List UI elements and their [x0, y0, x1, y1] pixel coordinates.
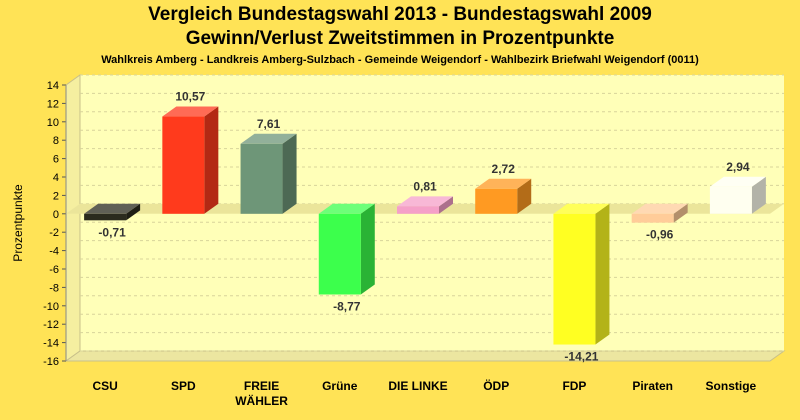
bar-top [709, 176, 766, 187]
y-tick-label: -12 [43, 319, 59, 331]
y-tick-label: -2 [49, 227, 59, 239]
y-tick-label: -8 [49, 282, 59, 294]
x-tick-label: Sonstige [706, 379, 757, 393]
y-tick-label: 12 [47, 98, 59, 110]
bar-top [240, 133, 297, 144]
bar-front [162, 116, 205, 214]
x-tick-label: ÖDP [483, 378, 509, 393]
chart-title: Vergleich Bundestagswahl 2013 - Bundesta… [148, 4, 652, 25]
x-tick-label: Piraten [632, 379, 673, 393]
data-label: -14,21 [564, 350, 598, 364]
bar-side [360, 203, 375, 295]
bar-top [84, 203, 141, 214]
bar-side [204, 106, 219, 214]
chart-caption: Wahlkreis Amberg - Landkreis Amberg-Sulz… [101, 54, 699, 66]
x-tick-label: WÄHLER [235, 393, 288, 408]
bar-top [475, 178, 532, 189]
data-label: 2,72 [492, 162, 516, 176]
y-tick-label: 2 [53, 190, 59, 202]
x-tick-label: FREIE [244, 379, 279, 393]
bar-front [84, 213, 127, 221]
bar-top [397, 196, 453, 207]
bar-side [126, 203, 141, 221]
y-tick-label: -16 [43, 356, 59, 368]
bar-front [397, 206, 439, 214]
floor [64, 350, 786, 362]
bar-9 [709, 176, 766, 214]
bar-side [439, 196, 453, 214]
bar-side [673, 203, 688, 223]
bar-side [751, 176, 766, 214]
left-wall [65, 74, 81, 362]
data-label: -8,77 [333, 299, 361, 313]
y-tick-label: -6 [49, 264, 59, 276]
bar-side [282, 133, 297, 214]
bar-top [318, 203, 375, 214]
bar-2 [162, 106, 219, 214]
x-tick-label: Grüne [322, 379, 358, 393]
y-tick-label: -10 [43, 301, 59, 313]
data-label: 7,61 [257, 117, 281, 131]
bar-top [553, 203, 610, 214]
y-tick-label: -4 [49, 246, 59, 258]
x-tick-label: SPD [171, 379, 196, 393]
data-label: -0,71 [98, 225, 126, 239]
bar-side [517, 178, 532, 214]
bar-6 [475, 178, 532, 214]
bar-side [595, 203, 610, 345]
y-tick-label: 10 [47, 117, 59, 129]
x-tick-label: FDP [562, 379, 586, 393]
y-tick-label: 0 [53, 209, 59, 221]
bar-1 [84, 203, 141, 221]
bar-4 [318, 203, 375, 295]
bar-8 [631, 203, 688, 223]
x-tick-label: DIE LINKE [388, 379, 447, 393]
y-tick-label: 14 [47, 80, 59, 92]
y-tick-label: 4 [53, 172, 59, 184]
y-tick-label: -14 [43, 338, 59, 350]
x-tick-label: CSU [92, 379, 117, 393]
bar-front [553, 213, 596, 345]
bar-5 [397, 196, 453, 214]
data-label: 0,81 [413, 179, 437, 193]
y-tick-label: 8 [53, 135, 59, 147]
data-label: -0,96 [646, 228, 674, 242]
bar-7 [553, 203, 610, 345]
bar-top [162, 106, 219, 117]
data-label: 10,57 [175, 90, 205, 104]
bar-3 [240, 133, 297, 214]
bar-front [475, 188, 518, 214]
bar-front [318, 213, 361, 295]
data-label: 2,94 [726, 160, 750, 174]
y-tick-label: 6 [53, 154, 59, 166]
bar-front [631, 213, 674, 223]
bar-front [240, 143, 283, 214]
bar-top [631, 203, 688, 214]
chart-subtitle: Gewinn/Verlust Zweitstimmen in Prozentpu… [185, 28, 615, 49]
bar-front [709, 186, 752, 214]
y-axis-label: Prozentpunkte [11, 184, 25, 262]
